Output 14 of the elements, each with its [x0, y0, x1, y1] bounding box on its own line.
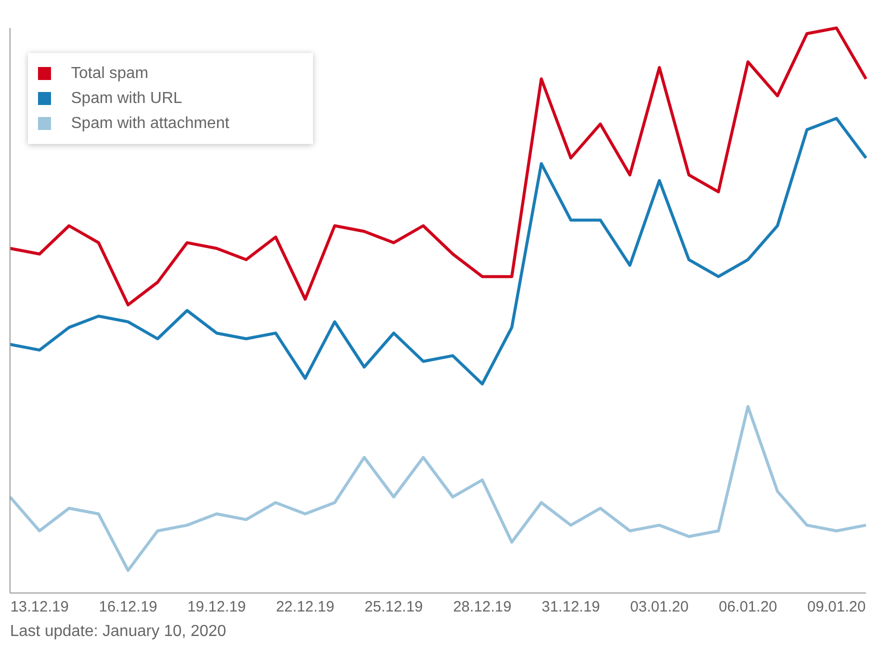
x-tick-label: 09.01.20	[807, 598, 866, 616]
x-tick-label: 28.12.19	[453, 598, 512, 616]
text: Last update: January 10, 2020	[10, 623, 226, 641]
legend-label: Spam with URL	[71, 89, 182, 109]
x-tick-label: 25.12.19	[364, 598, 423, 616]
x-tick-label: 31.12.19	[542, 598, 600, 616]
x-tick-label: 22.12.19	[276, 598, 334, 616]
x-tick-label: 13.12.19	[10, 598, 69, 616]
legend-label: Spam with attachment	[71, 114, 230, 134]
legend-label: Total spam	[71, 64, 148, 84]
x-tick-label: 19.12.19	[187, 598, 246, 616]
x-tick-label: 06.01.20	[718, 598, 778, 616]
x-tick-label: 16.12.19	[98, 598, 158, 616]
x-tick-label: 03.01.20	[630, 598, 689, 616]
